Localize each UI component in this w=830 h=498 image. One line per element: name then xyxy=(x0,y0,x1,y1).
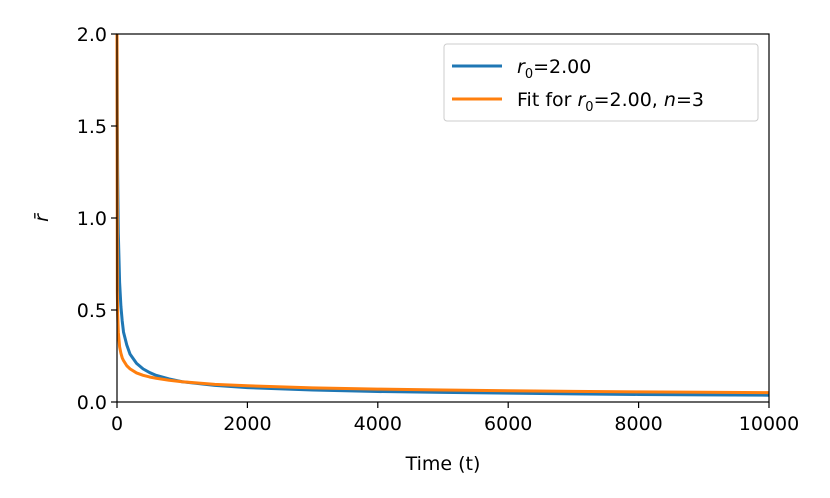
series-line-2 xyxy=(115,33,770,395)
y-tick-label: 1.0 xyxy=(77,208,107,230)
y-tick-label: 1.5 xyxy=(77,116,107,138)
legend-box xyxy=(443,43,759,122)
x-tick-label: 8000 xyxy=(614,413,662,435)
y-axis-label-text: r̄ xyxy=(31,213,53,222)
x-tick-label: 6000 xyxy=(484,413,532,435)
series-line-1 xyxy=(115,33,770,397)
x-tick-label: 0 xyxy=(111,413,123,435)
x-tick-label: 10000 xyxy=(739,413,799,435)
x-tick-label: 4000 xyxy=(354,413,402,435)
ticks-layer: 0 2000 4000 6000 8000 10000 0.0 0.5 1.0 1.5 2.0 xyxy=(77,24,799,435)
y-tick-label: 2.0 xyxy=(77,24,107,46)
y-tick-label: 0.0 xyxy=(77,392,107,414)
legend-label-series-2: Fit for r0=2.00, n=3 xyxy=(517,89,704,115)
legend: r0=2.00 Fit for r0=2.00, n=3 xyxy=(443,43,759,122)
x-axis-label: Time (t) xyxy=(405,453,481,475)
y-tick-label: 0.5 xyxy=(77,300,107,322)
y-axis-label: r̄ xyxy=(31,213,53,222)
series-layer xyxy=(115,33,770,397)
x-tick-label: 2000 xyxy=(223,413,271,435)
legend-label-series-1: r0=2.00 xyxy=(517,56,591,82)
